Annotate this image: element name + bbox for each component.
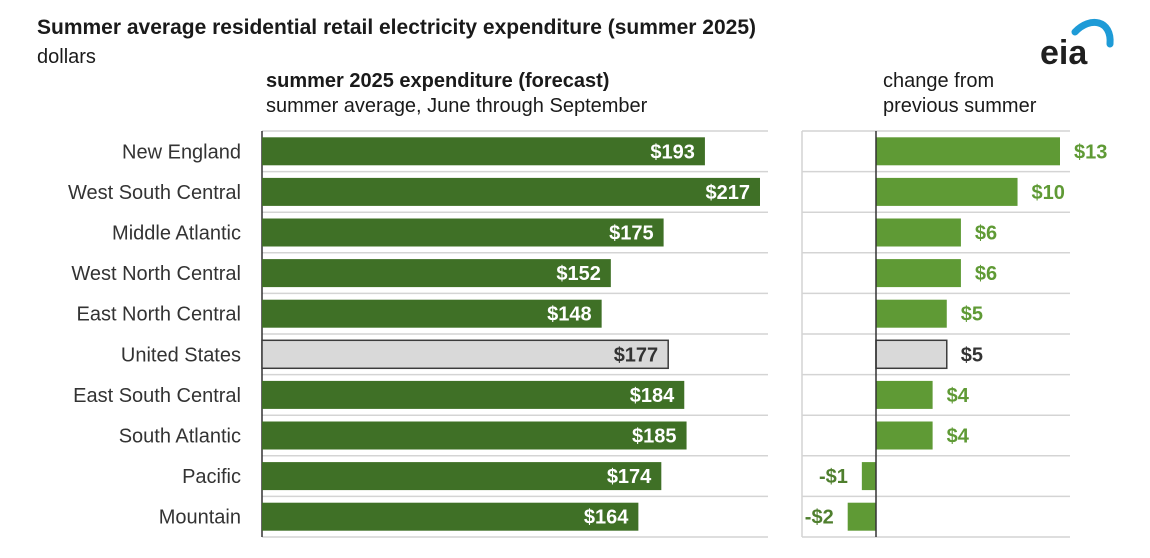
expenditure-value-label: $193: [650, 141, 695, 163]
chart-title: Summer average residential retail electr…: [37, 16, 756, 39]
change-bar: [847, 502, 876, 531]
change-value-label: $10: [1032, 182, 1065, 204]
left-panel-header: summer 2025 expenditure (forecast) summe…: [266, 69, 647, 119]
change-value-label: $13: [1074, 141, 1107, 163]
change-bar: [861, 462, 876, 491]
eia-logo-text: eia: [1040, 34, 1088, 72]
units-label: dollars: [37, 46, 96, 68]
expenditure-value-label: $152: [556, 263, 601, 285]
change-bar: [876, 177, 1018, 206]
category-label: West South Central: [68, 182, 241, 204]
expenditure-bar: [262, 421, 687, 450]
change-bar: [876, 421, 933, 450]
eia-logo-swoosh: [1071, 19, 1114, 48]
change-value-label: $4: [947, 426, 970, 448]
category-label: United States: [121, 344, 241, 366]
change-value-label: $4: [947, 385, 970, 407]
expenditure-bar: [262, 218, 664, 247]
category-label: Middle Atlantic: [112, 223, 241, 245]
expenditure-value-label: $217: [706, 182, 751, 204]
change-bar: [876, 380, 933, 409]
right-panel-header: change from previous summer: [883, 69, 1036, 119]
change-value-label: $5: [961, 344, 983, 366]
category-label: West North Central: [71, 263, 241, 285]
expenditure-value-label: $174: [607, 466, 652, 488]
change-bar: [876, 299, 947, 328]
left-panel-title: summer 2025 expenditure (forecast): [266, 70, 610, 92]
category-label: South Atlantic: [119, 426, 241, 448]
expenditure-bar: [262, 177, 760, 206]
expenditure-value-label: $175: [609, 223, 654, 245]
category-label: Mountain: [159, 507, 241, 529]
expenditure-value-label: $177: [614, 344, 659, 366]
change-value-label: -$2: [805, 507, 834, 529]
left-panel-subtitle: summer average, June through September: [266, 95, 648, 117]
change-bar: [876, 137, 1060, 166]
change-bar: [876, 218, 961, 247]
expenditure-value-label: $164: [584, 507, 629, 529]
expenditure-bar: [262, 259, 611, 288]
expenditure-value-label: $148: [547, 304, 592, 326]
change-value-label: $6: [975, 223, 997, 245]
change-bar: [876, 259, 961, 288]
category-label: New England: [122, 141, 241, 163]
expenditure-bar: [262, 299, 602, 328]
category-label: East South Central: [73, 385, 241, 407]
expenditure-bar: [262, 502, 639, 531]
expenditure-bar: [262, 462, 662, 491]
change-value-label: -$1: [819, 466, 848, 488]
category-label: Pacific: [182, 466, 241, 488]
eia-logo: eia: [1040, 19, 1114, 72]
expenditure-value-label: $185: [632, 426, 677, 448]
right-panel-title-line2: previous summer: [883, 95, 1037, 117]
expenditure-bar: [262, 137, 705, 166]
expenditure-bar: [262, 380, 685, 409]
us-expenditure-bar: [261, 339, 669, 370]
category-label: East North Central: [76, 304, 241, 326]
change-value-label: $6: [975, 263, 997, 285]
us-change-bar: [875, 339, 948, 370]
change-value-label: $5: [961, 304, 983, 326]
expenditure-value-label: $184: [630, 385, 675, 407]
right-panel-title-line1: change from: [883, 70, 995, 92]
